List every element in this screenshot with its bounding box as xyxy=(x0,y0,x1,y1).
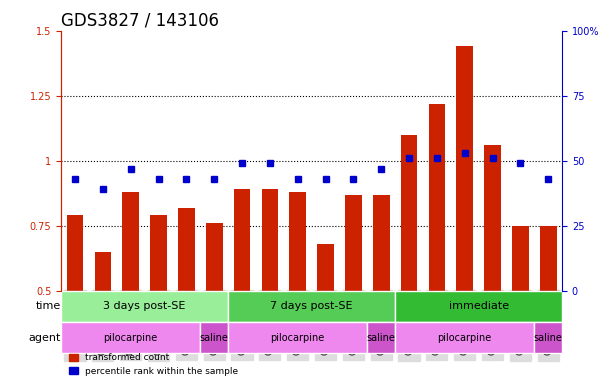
Bar xyxy=(233,189,251,291)
Text: saline: saline xyxy=(200,333,229,343)
Text: time: time xyxy=(36,301,61,311)
Bar xyxy=(67,215,83,291)
Text: agent: agent xyxy=(29,333,61,343)
FancyBboxPatch shape xyxy=(395,291,562,322)
Text: GDS3827 / 143106: GDS3827 / 143106 xyxy=(61,11,219,29)
Bar xyxy=(428,104,445,291)
Bar xyxy=(484,145,501,291)
Text: 3 days post-SE: 3 days post-SE xyxy=(103,301,186,311)
FancyBboxPatch shape xyxy=(534,322,562,353)
FancyBboxPatch shape xyxy=(367,322,395,353)
FancyBboxPatch shape xyxy=(395,322,534,353)
Bar xyxy=(317,244,334,291)
Legend: transformed count, percentile rank within the sample: transformed count, percentile rank withi… xyxy=(65,350,242,379)
Text: immediate: immediate xyxy=(448,301,509,311)
Bar xyxy=(456,46,473,291)
Bar xyxy=(345,195,362,291)
Text: pilocarpine: pilocarpine xyxy=(103,333,158,343)
Bar xyxy=(401,135,417,291)
Bar xyxy=(95,252,111,291)
FancyBboxPatch shape xyxy=(200,322,228,353)
Bar xyxy=(290,192,306,291)
FancyBboxPatch shape xyxy=(228,291,395,322)
Bar xyxy=(122,192,139,291)
FancyBboxPatch shape xyxy=(228,322,367,353)
Bar xyxy=(262,189,278,291)
Bar xyxy=(373,195,390,291)
Bar xyxy=(206,223,222,291)
Bar xyxy=(512,226,529,291)
FancyBboxPatch shape xyxy=(61,322,200,353)
Text: pilocarpine: pilocarpine xyxy=(437,333,492,343)
Bar xyxy=(178,208,195,291)
Text: pilocarpine: pilocarpine xyxy=(271,333,325,343)
FancyBboxPatch shape xyxy=(61,291,228,322)
Bar xyxy=(150,215,167,291)
Text: 7 days post-SE: 7 days post-SE xyxy=(270,301,353,311)
Text: saline: saline xyxy=(534,333,563,343)
Text: saline: saline xyxy=(367,333,396,343)
Bar xyxy=(540,226,557,291)
